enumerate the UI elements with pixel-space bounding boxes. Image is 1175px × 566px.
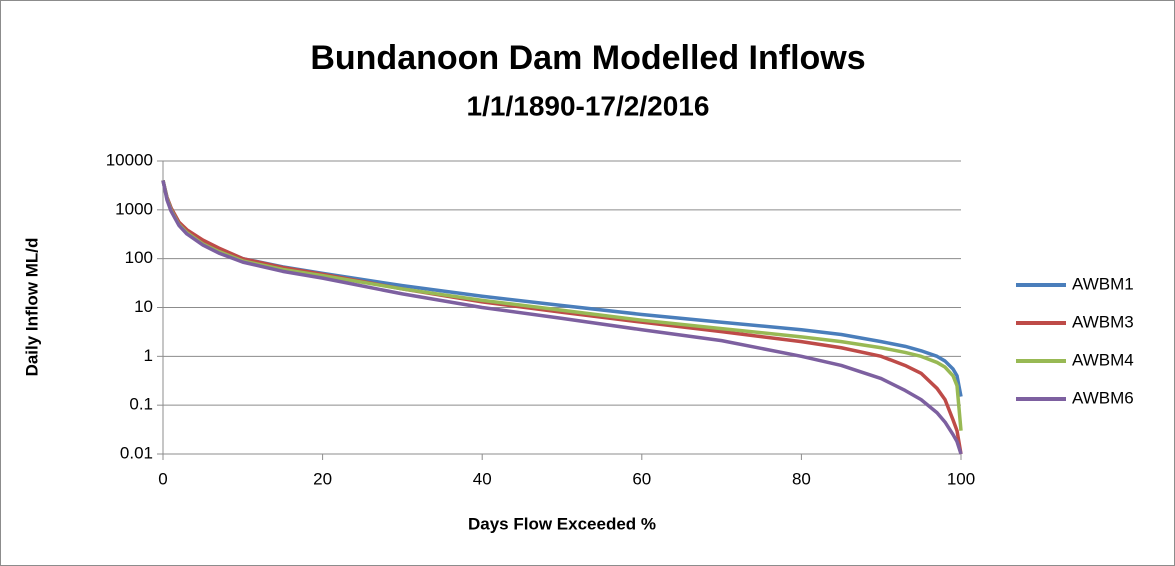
x-tick-label: 0 [158,469,167,488]
legend-label: AWBM4 [1072,350,1134,369]
chart-title: Bundanoon Dam Modelled Inflows [310,39,865,77]
x-tick-label: 80 [792,469,811,488]
x-tick-label: 60 [632,469,651,488]
y-tick-label: 0.01 [120,443,153,462]
x-tick-label: 20 [313,469,332,488]
y-tick-label: 10 [134,297,153,316]
y-tick-label: 0.1 [129,395,153,414]
y-tick-label: 1 [144,346,153,365]
legend-label: AWBM1 [1072,274,1134,293]
legend-label: AWBM6 [1072,388,1134,407]
y-tick-label: 1000 [115,199,153,218]
x-axis-label: Days Flow Exceeded % [468,514,656,533]
series-line [161,180,963,455]
series-line [161,180,963,455]
x-tick-label: 100 [947,469,975,488]
chart-subtitle: 1/1/1890-17/2/2016 [467,90,710,121]
y-axis-label: Daily Inflow ML/d [22,238,41,377]
x-tick-label: 40 [473,469,492,488]
y-tick-label: 100 [125,248,153,267]
legend-label: AWBM3 [1072,312,1134,331]
y-tick-label: 10000 [106,150,153,169]
